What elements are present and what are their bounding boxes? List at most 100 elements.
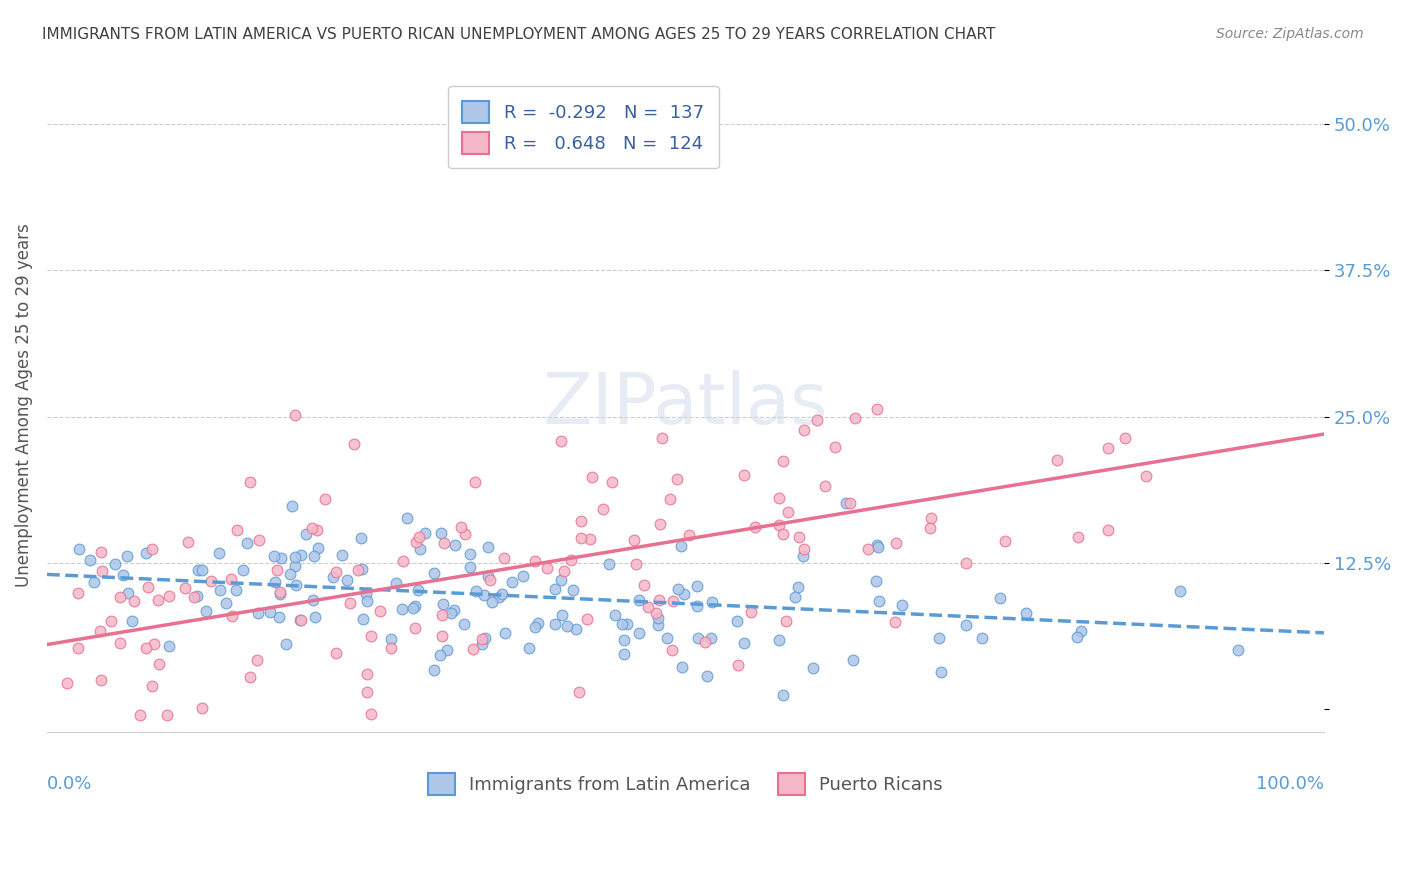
Point [115, 549, 138, 563]
Point [121, 614, 143, 628]
Point [686, 599, 709, 613]
Point [415, 525, 437, 540]
Point [792, 549, 814, 563]
Point [67, 542, 90, 557]
Point [177, 535, 200, 549]
Point [195, 605, 218, 619]
Point [458, 560, 481, 574]
Point [117, 585, 139, 599]
Point [1227, 643, 1250, 657]
Point [183, 590, 205, 604]
Point [236, 535, 259, 549]
Point [551, 608, 574, 623]
Point [405, 535, 427, 549]
Point [700, 595, 723, 609]
Point [305, 523, 328, 537]
Point [768, 491, 790, 506]
Point [477, 540, 499, 554]
Point [669, 539, 692, 553]
Point [430, 629, 453, 643]
Point [929, 665, 952, 679]
Point [436, 642, 458, 657]
Point [1070, 624, 1092, 639]
Point [685, 578, 707, 592]
Y-axis label: Unemployment Among Ages 25 to 29 years: Unemployment Among Ages 25 to 29 years [15, 223, 32, 587]
Point [463, 641, 485, 656]
Point [360, 629, 382, 643]
Point [191, 701, 214, 715]
Point [284, 408, 307, 422]
Point [295, 527, 318, 541]
Point [281, 499, 304, 513]
Point [336, 573, 359, 587]
Point [356, 667, 378, 681]
Point [481, 595, 503, 609]
Point [141, 679, 163, 693]
Point [350, 561, 373, 575]
Point [301, 521, 323, 535]
Point [793, 423, 815, 437]
Point [219, 572, 242, 586]
Point [772, 526, 794, 541]
Text: 0.0%: 0.0% [46, 775, 93, 793]
Point [725, 614, 748, 628]
Point [110, 636, 132, 650]
Point [135, 545, 157, 559]
Point [259, 605, 281, 619]
Point [650, 516, 672, 531]
Point [350, 531, 373, 545]
Point [648, 592, 671, 607]
Point [342, 437, 364, 451]
Point [955, 618, 977, 632]
Point [568, 685, 591, 699]
Point [304, 610, 326, 624]
Point [208, 582, 231, 597]
Point [647, 611, 669, 625]
Point [560, 553, 582, 567]
Point [844, 411, 866, 425]
Point [772, 688, 794, 702]
Point [245, 652, 267, 666]
Point [356, 684, 378, 698]
Point [225, 582, 247, 597]
Point [157, 589, 180, 603]
Point [824, 440, 846, 454]
Point [124, 594, 146, 608]
Point [1114, 431, 1136, 445]
Point [395, 511, 418, 525]
Point [955, 556, 977, 570]
Point [368, 604, 391, 618]
Point [290, 613, 312, 627]
Point [793, 541, 815, 556]
Point [284, 549, 307, 564]
Point [671, 660, 693, 674]
Point [56, 676, 79, 690]
Point [884, 536, 907, 550]
Point [536, 561, 558, 575]
Point [108, 591, 131, 605]
Point [89, 624, 111, 639]
Point [247, 533, 270, 547]
Point [564, 622, 586, 636]
Point [90, 545, 112, 559]
Point [471, 632, 494, 647]
Point [191, 563, 214, 577]
Point [569, 531, 592, 545]
Point [544, 582, 567, 596]
Point [440, 606, 463, 620]
Point [322, 570, 344, 584]
Point [112, 567, 135, 582]
Point [264, 575, 287, 590]
Point [550, 574, 572, 588]
Point [408, 530, 430, 544]
Point [918, 521, 941, 535]
Point [401, 600, 423, 615]
Point [330, 549, 353, 563]
Point [1097, 441, 1119, 455]
Point [391, 601, 413, 615]
Point [104, 558, 127, 572]
Point [356, 594, 378, 608]
Point [339, 596, 361, 610]
Point [464, 583, 486, 598]
Point [66, 641, 89, 656]
